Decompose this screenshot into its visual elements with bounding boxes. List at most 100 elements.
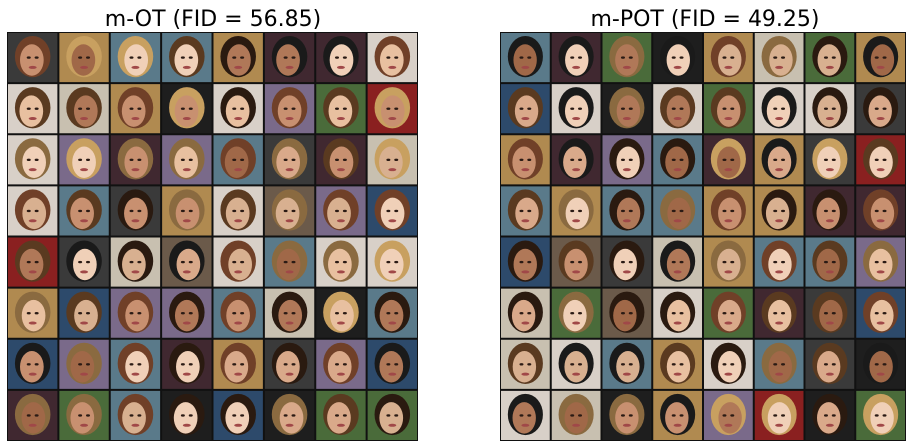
eye xyxy=(730,260,735,264)
mouth xyxy=(775,168,784,172)
mouth xyxy=(775,270,784,274)
face-image xyxy=(501,339,550,389)
eye xyxy=(823,107,828,110)
mouth xyxy=(388,117,397,121)
face xyxy=(174,44,199,76)
eye xyxy=(188,311,193,315)
eye xyxy=(129,209,134,213)
mouth xyxy=(825,219,834,223)
face-image xyxy=(754,33,804,83)
eye xyxy=(773,414,778,417)
eye xyxy=(394,209,399,213)
face-image xyxy=(213,288,263,338)
eye xyxy=(679,260,684,264)
face xyxy=(666,95,691,127)
eye xyxy=(874,260,879,264)
eye xyxy=(831,311,836,315)
face xyxy=(870,402,894,434)
face-image xyxy=(213,237,263,287)
eye xyxy=(773,363,778,366)
eye xyxy=(291,209,296,213)
face-image xyxy=(8,339,58,389)
eye xyxy=(628,209,633,213)
face-image xyxy=(805,390,855,440)
face xyxy=(278,299,303,332)
eye xyxy=(342,107,347,110)
mouth xyxy=(825,372,834,376)
eye xyxy=(519,209,524,213)
mouth xyxy=(825,423,834,427)
face xyxy=(71,44,96,76)
face xyxy=(616,197,641,230)
eye xyxy=(730,363,735,366)
face-image xyxy=(316,237,366,287)
face xyxy=(717,95,741,127)
eye xyxy=(722,107,727,110)
eye xyxy=(291,414,296,417)
eye xyxy=(334,260,339,264)
eye xyxy=(773,158,778,162)
eye xyxy=(232,107,237,110)
mouth xyxy=(775,117,784,121)
eye xyxy=(386,158,391,162)
face xyxy=(768,248,792,281)
mouth xyxy=(521,321,530,325)
eye xyxy=(679,363,684,366)
face-image xyxy=(264,33,315,83)
eye xyxy=(671,260,676,264)
face-image xyxy=(367,339,417,389)
face-image xyxy=(856,84,905,134)
face xyxy=(819,299,843,332)
face xyxy=(124,146,149,178)
eye xyxy=(570,311,575,315)
face-image xyxy=(110,288,161,338)
eye xyxy=(671,107,676,110)
face-image xyxy=(602,135,652,185)
face-image xyxy=(110,84,161,134)
eye xyxy=(519,56,524,59)
face xyxy=(513,248,537,281)
mouth xyxy=(724,372,733,376)
face xyxy=(816,197,840,230)
mouth xyxy=(876,168,885,172)
face xyxy=(22,197,47,230)
eye xyxy=(137,414,142,417)
face xyxy=(21,299,46,332)
mouth xyxy=(28,219,37,223)
mouth xyxy=(572,270,581,274)
face-image xyxy=(264,237,315,287)
mouth xyxy=(724,65,733,69)
face-image xyxy=(213,339,263,389)
mouth xyxy=(80,372,89,376)
face-image xyxy=(551,390,601,440)
eye xyxy=(578,158,583,162)
mouth xyxy=(775,219,784,223)
face-image xyxy=(551,84,601,134)
eye xyxy=(679,414,684,417)
face xyxy=(176,248,201,281)
face xyxy=(327,402,351,434)
eye xyxy=(34,363,39,366)
eye xyxy=(527,311,532,315)
mouth xyxy=(622,65,631,69)
eye xyxy=(773,56,778,59)
face xyxy=(564,248,588,281)
mouth xyxy=(673,321,682,325)
eye xyxy=(188,414,193,417)
eye xyxy=(620,56,625,59)
face xyxy=(379,44,404,76)
face xyxy=(767,402,792,434)
mouth xyxy=(572,219,581,223)
face-image xyxy=(704,288,753,338)
mouth xyxy=(285,168,294,172)
mouth xyxy=(572,65,581,69)
eye xyxy=(26,260,31,264)
face xyxy=(277,95,302,127)
face-image xyxy=(805,186,855,236)
mouth xyxy=(234,321,243,325)
eye xyxy=(26,363,31,366)
face-image xyxy=(551,339,601,389)
mouth xyxy=(622,270,631,274)
eye xyxy=(26,311,31,315)
